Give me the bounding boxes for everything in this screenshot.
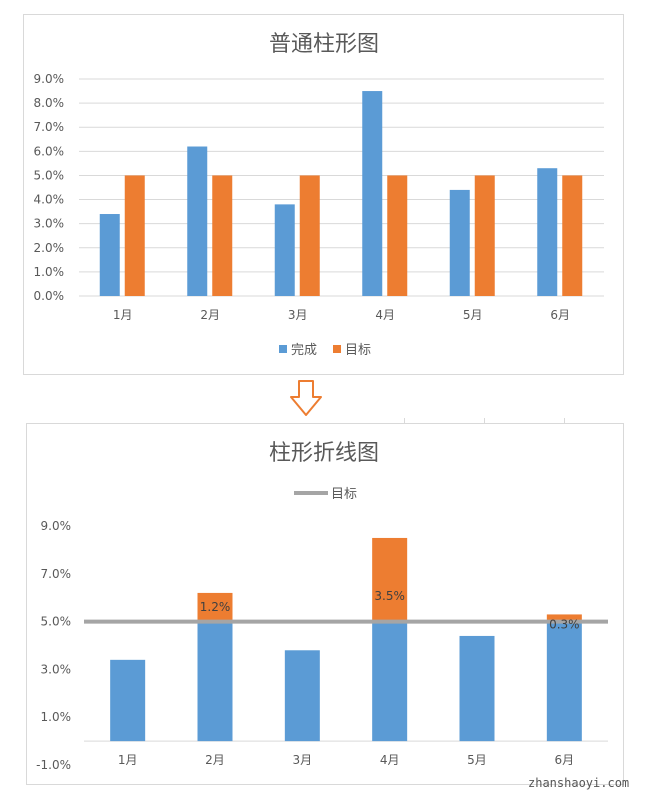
chart-title: 普通柱形图 <box>269 32 379 57</box>
bar-exceed-target <box>372 537 408 622</box>
y-tick-label: 5.0% <box>41 615 72 629</box>
y-tick-label: 7.0% <box>41 567 72 581</box>
legend: 完成 目标 <box>279 343 371 358</box>
x-tick-label: 4月 <box>375 308 395 322</box>
legend-swatch-completed <box>279 345 287 353</box>
x-tick-label: 3月 <box>293 753 313 767</box>
down-arrow-icon <box>290 380 322 416</box>
y-tick-label: 0.0% <box>34 289 65 303</box>
chart-panel-bar-line: 柱形折线图目标 -1.0% 1.0% 3.0% 5.0% 7.0% 9.0% 1月 2月 3月 4月… <box>26 423 624 785</box>
bar-target <box>212 175 233 296</box>
y-tick-label: 9.0% <box>41 519 72 533</box>
bar-completed-base <box>546 621 582 742</box>
bar-completed <box>449 189 470 296</box>
legend: 目标 <box>294 487 357 502</box>
divider-tick <box>404 418 405 424</box>
x-tick-label: 6月 <box>555 753 575 767</box>
chart-panel-regular-bar: 普通柱形图 0.0% 1.0% 2.0% 3.0% 4.0% 5.0% 6.0% 7.0% 8.0… <box>23 14 624 375</box>
divider-tick <box>484 418 485 424</box>
bar-completed <box>99 214 120 296</box>
x-tick-label: 5月 <box>463 308 483 322</box>
y-tick-label: 9.0% <box>34 72 65 86</box>
y-tick-label: 2.0% <box>34 241 65 255</box>
divider-tick <box>564 418 565 424</box>
legend-swatch-target <box>333 345 341 353</box>
chart-regular-bar: 普通柱形图 0.0% 1.0% 2.0% 3.0% 4.0% 5.0% 6.0% 7.0% 8.0… <box>34 32 604 358</box>
x-tick-label: 5月 <box>467 753 487 767</box>
bar-target <box>562 175 583 296</box>
bar-completed-base <box>110 659 146 742</box>
x-tick-label: 3月 <box>288 308 308 322</box>
y-tick-label: 8.0% <box>34 96 65 110</box>
x-tick-label: 2月 <box>200 308 220 322</box>
legend-label-completed: 完成 <box>291 343 317 358</box>
y-tick-label: 1.0% <box>34 265 65 279</box>
chart-title: 柱形折线图 <box>269 441 379 466</box>
bar-completed-base <box>372 621 408 742</box>
bar-completed <box>537 168 558 296</box>
legend-label-target: 目标 <box>345 343 371 358</box>
bar-target <box>387 175 408 296</box>
bar-target <box>124 175 145 296</box>
y-tick-label: -1.0% <box>36 758 71 772</box>
bar-completed <box>362 91 383 296</box>
bar-completed-base <box>459 635 495 742</box>
data-label: 0.3% <box>549 617 580 631</box>
x-tick-label: 6月 <box>550 308 570 322</box>
y-tick-label: 4.0% <box>34 193 65 207</box>
watermark: zhanshaoyi.com <box>528 776 630 790</box>
x-tick-label: 4月 <box>380 753 400 767</box>
bar-completed <box>274 204 295 296</box>
data-label: 1.2% <box>200 600 231 614</box>
x-tick-label: 2月 <box>205 753 225 767</box>
bar-exceed-target <box>546 614 582 622</box>
bar-completed-base <box>284 650 320 742</box>
bar-target <box>474 175 495 296</box>
y-tick-label: 6.0% <box>34 144 65 158</box>
bar-exceed-target <box>197 592 233 622</box>
bar-completed-base <box>197 621 233 742</box>
y-tick-label: 3.0% <box>41 662 72 676</box>
y-tick-label: 7.0% <box>34 120 65 134</box>
x-tick-label: 1月 <box>113 308 133 322</box>
y-tick-label: 3.0% <box>34 217 65 231</box>
data-label: 3.5% <box>374 589 405 603</box>
x-tick-label: 1月 <box>118 753 138 767</box>
y-tick-label: 5.0% <box>34 168 65 182</box>
y-tick-label: 1.0% <box>41 710 72 724</box>
bar-target <box>299 175 320 296</box>
bar-completed <box>187 146 208 296</box>
legend-label-target: 目标 <box>331 487 357 502</box>
